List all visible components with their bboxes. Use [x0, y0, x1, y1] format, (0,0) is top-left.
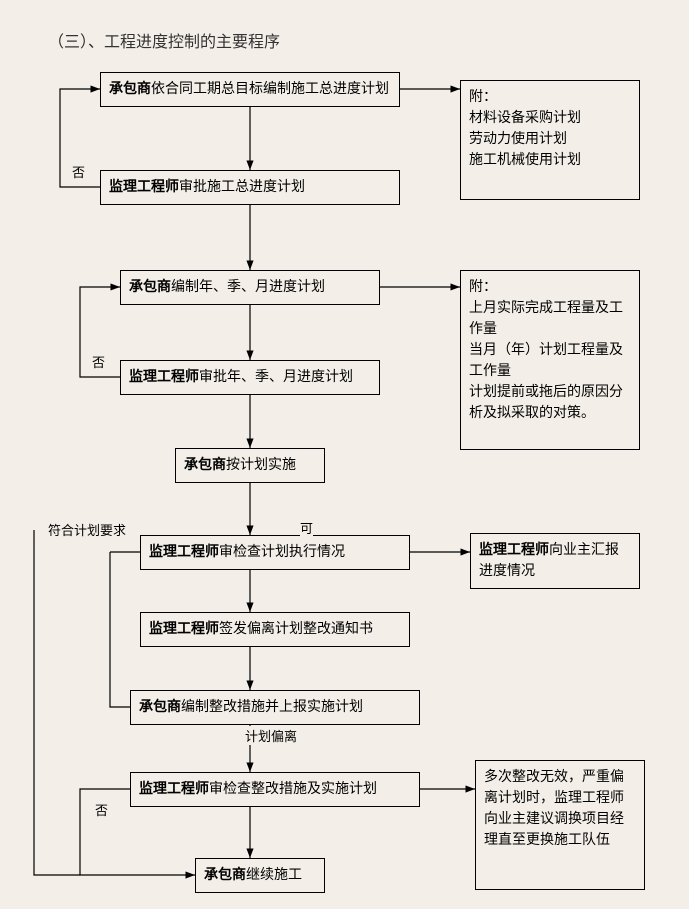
- node-bold: 承包商: [129, 280, 171, 295]
- node-bold: 承包商: [109, 82, 151, 97]
- flow-node-n5: 承包商按计划实施: [175, 448, 325, 483]
- edge: [110, 552, 130, 707]
- flow-node-n10: 承包商继续施工: [195, 858, 325, 893]
- flow-node-n1: 承包商依合同工期总目标编制施工总进度计划: [100, 72, 400, 107]
- node-text: 审检查整改措施及实施计划: [209, 782, 377, 797]
- label-fit: 符合计划要求: [48, 520, 126, 539]
- flow-node-n7: 监理工程师签发偏离计划整改通知书: [140, 612, 410, 647]
- node-bold: 监理工程师: [129, 370, 199, 385]
- node-bold: 承包商: [139, 700, 181, 715]
- label-no: 否: [95, 800, 108, 819]
- node-bold: 监理工程师: [109, 180, 179, 195]
- flow-node-n8: 承包商编制整改措施并上报实施计划: [130, 690, 420, 725]
- node-bold: 监理工程师: [479, 543, 549, 558]
- node-text: 依合同工期总目标编制施工总进度计划: [151, 82, 389, 97]
- label-no: 否: [92, 352, 105, 371]
- node-bold: 承包商: [204, 868, 246, 883]
- node-text: 编制整改措施并上报实施计划: [181, 700, 363, 715]
- flow-node-n4: 监理工程师审批年、季、月进度计划: [120, 360, 380, 395]
- node-bold: 监理工程师: [149, 545, 219, 560]
- node-bold: 监理工程师: [149, 622, 219, 637]
- flow-node-n2: 监理工程师审批施工总进度计划: [100, 170, 400, 205]
- node-bold: 监理工程师: [139, 782, 209, 797]
- label-ok: 可: [300, 518, 313, 537]
- node-text: 审检查计划执行情况: [219, 545, 345, 560]
- node-text: 继续施工: [246, 868, 302, 883]
- section-title: （三）、工程进度控制的主要程序: [48, 28, 280, 52]
- node-text: 签发偏离计划整改通知书: [219, 622, 373, 637]
- node-text: 审批施工总进度计划: [179, 180, 305, 195]
- label-no: 否: [72, 162, 85, 181]
- side-note-4: 多次整改无效，严重偏离计划时，监理工程师向业主建议调换项目经理直至更换施工队伍: [475, 760, 645, 890]
- side-note-3: 监理工程师向业主汇报进度情况: [470, 533, 640, 589]
- side-note-2: 附： 上月实际完成工程量及工作量 当月（年）计划工程量及工作量 计划提前或拖后的…: [460, 270, 640, 450]
- node-text: 附： 上月实际完成工程量及工作量 当月（年）计划工程量及工作量 计划提前或拖后的…: [469, 280, 623, 421]
- node-text: 编制年、季、月进度计划: [171, 280, 325, 295]
- flow-node-n6: 监理工程师审检查计划执行情况: [140, 535, 410, 570]
- flow-node-n9: 监理工程师审检查整改措施及实施计划: [130, 772, 420, 807]
- node-bold: 承包商: [184, 458, 226, 473]
- flow-node-n3: 承包商编制年、季、月进度计划: [120, 270, 380, 305]
- node-text: 附： 材料设备采购计划 劳动力使用计划 施工机械使用计划: [469, 90, 581, 168]
- side-note-1: 附： 材料设备采购计划 劳动力使用计划 施工机械使用计划: [460, 80, 640, 200]
- node-text: 审批年、季、月进度计划: [199, 370, 353, 385]
- edge: [34, 530, 80, 875]
- node-text: 按计划实施: [226, 458, 296, 473]
- node-text: 多次整改无效，严重偏离计划时，监理工程师向业主建议调换项目经理直至更换施工队伍: [484, 770, 624, 848]
- label-deviation: 计划偏离: [245, 726, 297, 745]
